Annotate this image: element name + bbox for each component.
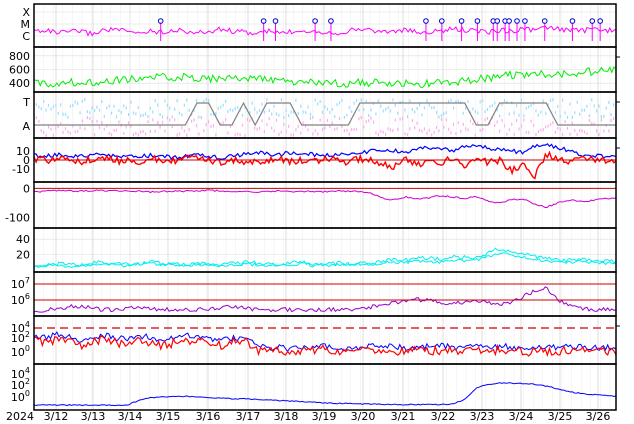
y-tick-label: 0 <box>23 182 30 195</box>
x-tick-label: 3/18 <box>274 410 299 423</box>
panel-frame <box>33 181 617 229</box>
series-line <box>33 150 617 180</box>
y-tick-labels: XMC400600800TA-10010-1000204010710610410… <box>5 6 30 404</box>
sector-line <box>34 101 616 127</box>
flare-marker <box>506 18 512 24</box>
x-tick-label: 3/25 <box>548 410 573 423</box>
x-tick-labels: 2024 3/12 3/13 3/14 3/15 3/16 3/17 3/18 3/19 3/20… <box>6 410 610 423</box>
panel-frame <box>33 363 617 411</box>
flare-marker <box>438 18 445 24</box>
x-tick-label: 3/23 <box>470 410 495 423</box>
x-tick-label: 3/22 <box>431 410 456 423</box>
y-tick-label: 104 <box>11 320 30 335</box>
flare-marker <box>328 18 334 24</box>
series-line <box>33 335 617 357</box>
series-line <box>33 382 617 407</box>
x-tick-label: 3/17 <box>236 410 261 423</box>
y-tick-label: 40 <box>16 233 30 246</box>
flare-marker <box>569 18 576 24</box>
series-line <box>33 286 617 313</box>
y-tick-label: -10 <box>12 163 30 176</box>
flare-marker <box>157 18 164 24</box>
x-tick-label: 3/24 <box>509 410 534 423</box>
y-tick-label: X <box>22 6 30 19</box>
flare-marker <box>494 18 501 24</box>
y-tick-label: 104 <box>11 366 30 381</box>
y-tick-label: 20 <box>16 249 30 262</box>
y-tick-label: 800 <box>9 50 30 63</box>
y-tick-label: 102 <box>11 330 30 345</box>
y-tick-label: 400 <box>9 77 30 90</box>
chart-marks <box>33 18 617 407</box>
series-line <box>33 25 617 37</box>
panel-frame <box>33 3 617 48</box>
x-tick-label: 3/21 <box>391 410 416 423</box>
y-tick-label: C <box>22 30 30 43</box>
flare-marker <box>522 18 528 24</box>
flare-marker <box>312 18 318 24</box>
y-tick-label: 100 <box>11 389 30 404</box>
series-line <box>33 189 617 209</box>
y-tick-label: -100 <box>5 211 30 224</box>
y-tick-label: 102 <box>11 377 30 392</box>
y-tick-label: 0 <box>23 154 30 167</box>
x-tick-label: 3/15 <box>156 410 181 423</box>
y-tick-label: 10 <box>16 145 30 158</box>
flare-marker <box>423 18 429 24</box>
flare-marker <box>272 18 279 24</box>
panel-frames <box>33 3 620 411</box>
series-line <box>33 252 617 269</box>
y-tick-label: T <box>22 96 30 109</box>
y-tick-label: 600 <box>9 64 30 77</box>
x-tick-label: 3/14 <box>118 410 143 423</box>
flare-marker <box>458 18 465 24</box>
x-tick-label: 3/19 <box>312 410 337 423</box>
x-tick-label: 3/16 <box>196 410 221 423</box>
y-tick-label: 106 <box>11 292 30 307</box>
flare-marker <box>597 18 603 24</box>
y-tick-label: 100 <box>11 344 30 359</box>
x-tick-label: 3/12 <box>44 410 69 423</box>
x-tick-label: 3/13 <box>81 410 106 423</box>
grid-lines <box>33 4 616 410</box>
series-line <box>33 66 617 88</box>
y-tick-label: 107 <box>11 276 30 291</box>
panel-frame <box>33 227 617 273</box>
flare-marker <box>589 18 596 24</box>
series-line <box>33 331 617 353</box>
flare-marker <box>514 18 520 24</box>
x-tick-label: 3/20 <box>351 410 376 423</box>
reference-lines <box>34 159 616 329</box>
y-tick-label: A <box>22 120 30 133</box>
flare-marker <box>260 18 267 24</box>
x-tick-label: 2024 <box>6 410 34 423</box>
flare-marker <box>474 18 481 24</box>
y-tick-label: M <box>21 18 31 31</box>
x-tick-label: 3/26 <box>586 410 611 423</box>
flare-marker <box>541 18 548 24</box>
